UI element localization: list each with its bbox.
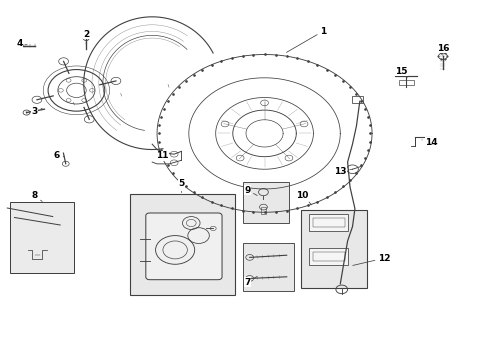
Bar xyxy=(309,213,348,231)
Text: 11: 11 xyxy=(156,152,169,161)
Text: 12: 12 xyxy=(353,254,391,265)
Bar xyxy=(399,80,414,85)
Text: 9: 9 xyxy=(244,185,257,195)
Text: 16: 16 xyxy=(437,44,449,55)
Bar xyxy=(352,96,363,103)
FancyBboxPatch shape xyxy=(146,213,222,280)
Text: 1: 1 xyxy=(287,27,326,52)
Bar xyxy=(243,182,289,223)
Text: 14: 14 xyxy=(422,138,438,147)
Bar xyxy=(309,248,348,265)
Text: 6: 6 xyxy=(54,152,64,161)
Bar xyxy=(301,211,367,288)
Bar xyxy=(243,243,294,291)
Bar xyxy=(261,207,267,213)
Bar xyxy=(313,218,344,227)
Bar xyxy=(130,194,235,295)
Text: 5: 5 xyxy=(178,179,185,193)
Text: 8: 8 xyxy=(32,191,42,202)
Text: 10: 10 xyxy=(296,190,312,205)
Text: 7: 7 xyxy=(244,276,257,287)
Bar xyxy=(313,252,344,261)
Text: 13: 13 xyxy=(334,167,353,176)
Text: 3: 3 xyxy=(32,107,42,116)
Text: 2: 2 xyxy=(83,30,89,45)
Text: 4: 4 xyxy=(16,39,27,48)
Bar xyxy=(10,202,74,273)
Text: 15: 15 xyxy=(395,67,408,78)
